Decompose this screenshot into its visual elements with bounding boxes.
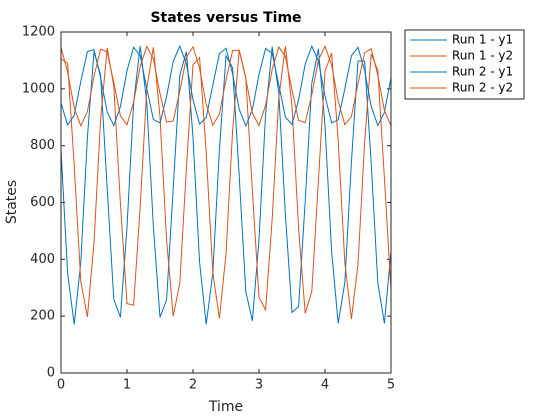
- y-tick-label: 600: [30, 195, 55, 210]
- y-tick-label: 400: [30, 252, 55, 267]
- y-axis-label: States: [4, 180, 20, 224]
- plot-frame: [60, 31, 392, 374]
- y-tick-label: 0: [47, 366, 55, 381]
- data-line: [60, 44, 392, 128]
- x-tick-label: 4: [321, 378, 329, 393]
- y-tick-label: 800: [30, 138, 55, 153]
- y-tick-label: 1000: [22, 81, 55, 96]
- x-tick-label: 3: [255, 378, 263, 393]
- data-line: [60, 46, 392, 320]
- y-tick-label: 1200: [22, 25, 55, 40]
- y-tick-label: 200: [30, 309, 55, 324]
- data-line: [60, 44, 392, 128]
- x-tick-label: 2: [189, 378, 197, 393]
- chart-title: States versus Time: [150, 10, 301, 26]
- x-axis-label: Time: [208, 399, 243, 415]
- legend-label: Run 2 - y2: [452, 81, 513, 95]
- x-tick-label: 5: [387, 378, 395, 393]
- x-tick-label: 1: [123, 378, 131, 393]
- legend-label: Run 2 - y1: [452, 65, 513, 79]
- legend-label: Run 1 - y1: [452, 33, 513, 47]
- data-line: [60, 46, 392, 325]
- legend-label: Run 1 - y2: [452, 49, 513, 63]
- x-tick-label: 0: [57, 378, 65, 393]
